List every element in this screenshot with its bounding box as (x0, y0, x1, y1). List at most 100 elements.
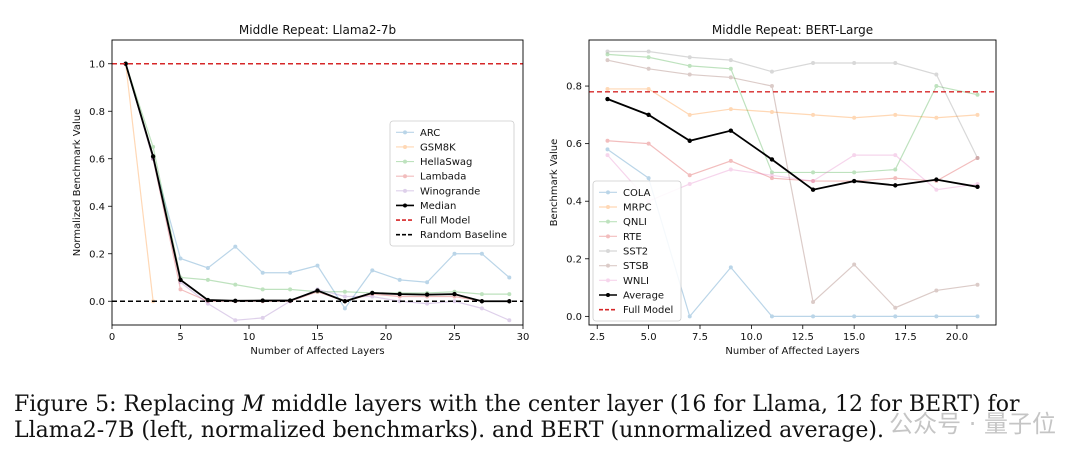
chart-title: Middle Repeat: BERT-Large (712, 23, 873, 37)
y-tick-label: 0.4 (89, 202, 105, 213)
data-point (811, 179, 816, 184)
legend-entry: COLA (599, 188, 651, 199)
legend-entry: MRPC (599, 203, 652, 214)
data-point (852, 61, 857, 66)
legend-label: HellaSwag (420, 157, 472, 168)
series-line (607, 98, 978, 191)
x-axis-label: Number of Affected Layers (250, 346, 384, 357)
data-point (288, 270, 293, 275)
legend-marker (403, 188, 407, 193)
data-point (260, 298, 265, 303)
x-tick-label: 20.0 (946, 332, 968, 343)
data-point (687, 138, 692, 143)
data-point (975, 92, 980, 97)
legend-entry: SST2 (599, 247, 648, 258)
x-tick-label: 15.0 (843, 332, 865, 343)
series-line (125, 63, 510, 310)
data-point (893, 305, 898, 310)
data-point (851, 178, 857, 184)
series-arc (123, 61, 512, 311)
x-tick-label: 10 (243, 332, 256, 343)
legend-entry: Random Baseline (396, 230, 507, 241)
series-sst2 (605, 49, 980, 161)
data-point (687, 55, 692, 60)
data-point (934, 84, 939, 89)
legend-marker (606, 263, 610, 268)
legend-marker (403, 130, 407, 135)
data-point (605, 49, 610, 54)
x-axis-label: Number of Affected Layers (725, 346, 859, 357)
legend-label: GSM8K (420, 142, 456, 153)
legend-label: Random Baseline (420, 230, 507, 241)
data-point (852, 262, 857, 267)
data-point (424, 292, 430, 297)
legend-label: Full Model (623, 305, 673, 316)
legend-entry: ARC (396, 128, 440, 139)
data-point (934, 72, 939, 77)
data-point (605, 86, 610, 91)
figure-charts: Middle Repeat: Llama2-7b 0 5 10 15 20 25 30 0.0 0… (72, 23, 997, 357)
caption-variable-m: M (241, 392, 265, 417)
data-point (728, 66, 733, 71)
caption-line2: Llama2-7B (left, normalized benchmarks).… (14, 418, 884, 443)
x-tick-label: 30 (517, 332, 530, 343)
data-point (893, 61, 898, 66)
y-tick-label: 0.2 (566, 254, 582, 265)
legend-entry: GSM8K (396, 142, 456, 153)
y-tick-label: 0.2 (89, 249, 105, 260)
legend-box (592, 180, 682, 322)
data-point (975, 112, 980, 117)
data-point (151, 144, 156, 149)
y-axis-label: Benchmark Value (549, 139, 560, 227)
data-point (479, 306, 484, 311)
x-tick-label: 7.5 (692, 332, 708, 343)
series-line (607, 50, 979, 159)
data-point (975, 156, 980, 161)
legend-label: STSB (623, 261, 649, 272)
y-tick-label: 0.6 (566, 139, 582, 150)
series-stsb (605, 58, 980, 310)
data-point (233, 282, 238, 287)
data-point (646, 141, 651, 146)
legend-label: Lambada (420, 172, 466, 183)
data-point (178, 277, 183, 283)
legend-label: RTE (623, 232, 642, 243)
legend-label: WNLI (623, 276, 649, 287)
data-point (893, 153, 898, 158)
series-line (607, 140, 978, 182)
watermark: 公众号 · 量子位 (889, 410, 1056, 438)
series-line (607, 88, 978, 119)
legend-marker (403, 203, 407, 208)
data-point (646, 49, 651, 54)
data-point (687, 173, 692, 178)
data-point (507, 292, 512, 297)
y-tick-label: 0.0 (566, 312, 582, 323)
data-point (233, 318, 238, 323)
data-point (342, 306, 347, 311)
data-point (452, 291, 457, 297)
series-mrpc (605, 86, 980, 120)
data-point (811, 61, 816, 66)
legend-marker (606, 293, 610, 297)
legend-box (389, 120, 515, 247)
data-point (811, 112, 816, 117)
data-point (852, 115, 857, 120)
data-point (507, 318, 512, 323)
data-point (934, 314, 939, 319)
data-point (605, 147, 610, 152)
legend-entry: QNLI (599, 217, 647, 228)
data-point (728, 58, 733, 63)
y-axis-label: Normalized Benchmark Value (72, 109, 83, 257)
data-point (728, 167, 733, 172)
data-point (646, 55, 651, 60)
data-point (260, 270, 265, 275)
legend-entry: Median (396, 201, 456, 212)
x-tick-label: 2.5 (589, 332, 605, 343)
y-tick-label: 0.4 (566, 197, 582, 208)
data-point (769, 170, 774, 175)
legend-marker (606, 190, 610, 195)
plot-frame (588, 39, 997, 326)
data-point (934, 177, 939, 182)
data-point (150, 154, 156, 159)
x-tick-label: 0 (109, 332, 115, 343)
